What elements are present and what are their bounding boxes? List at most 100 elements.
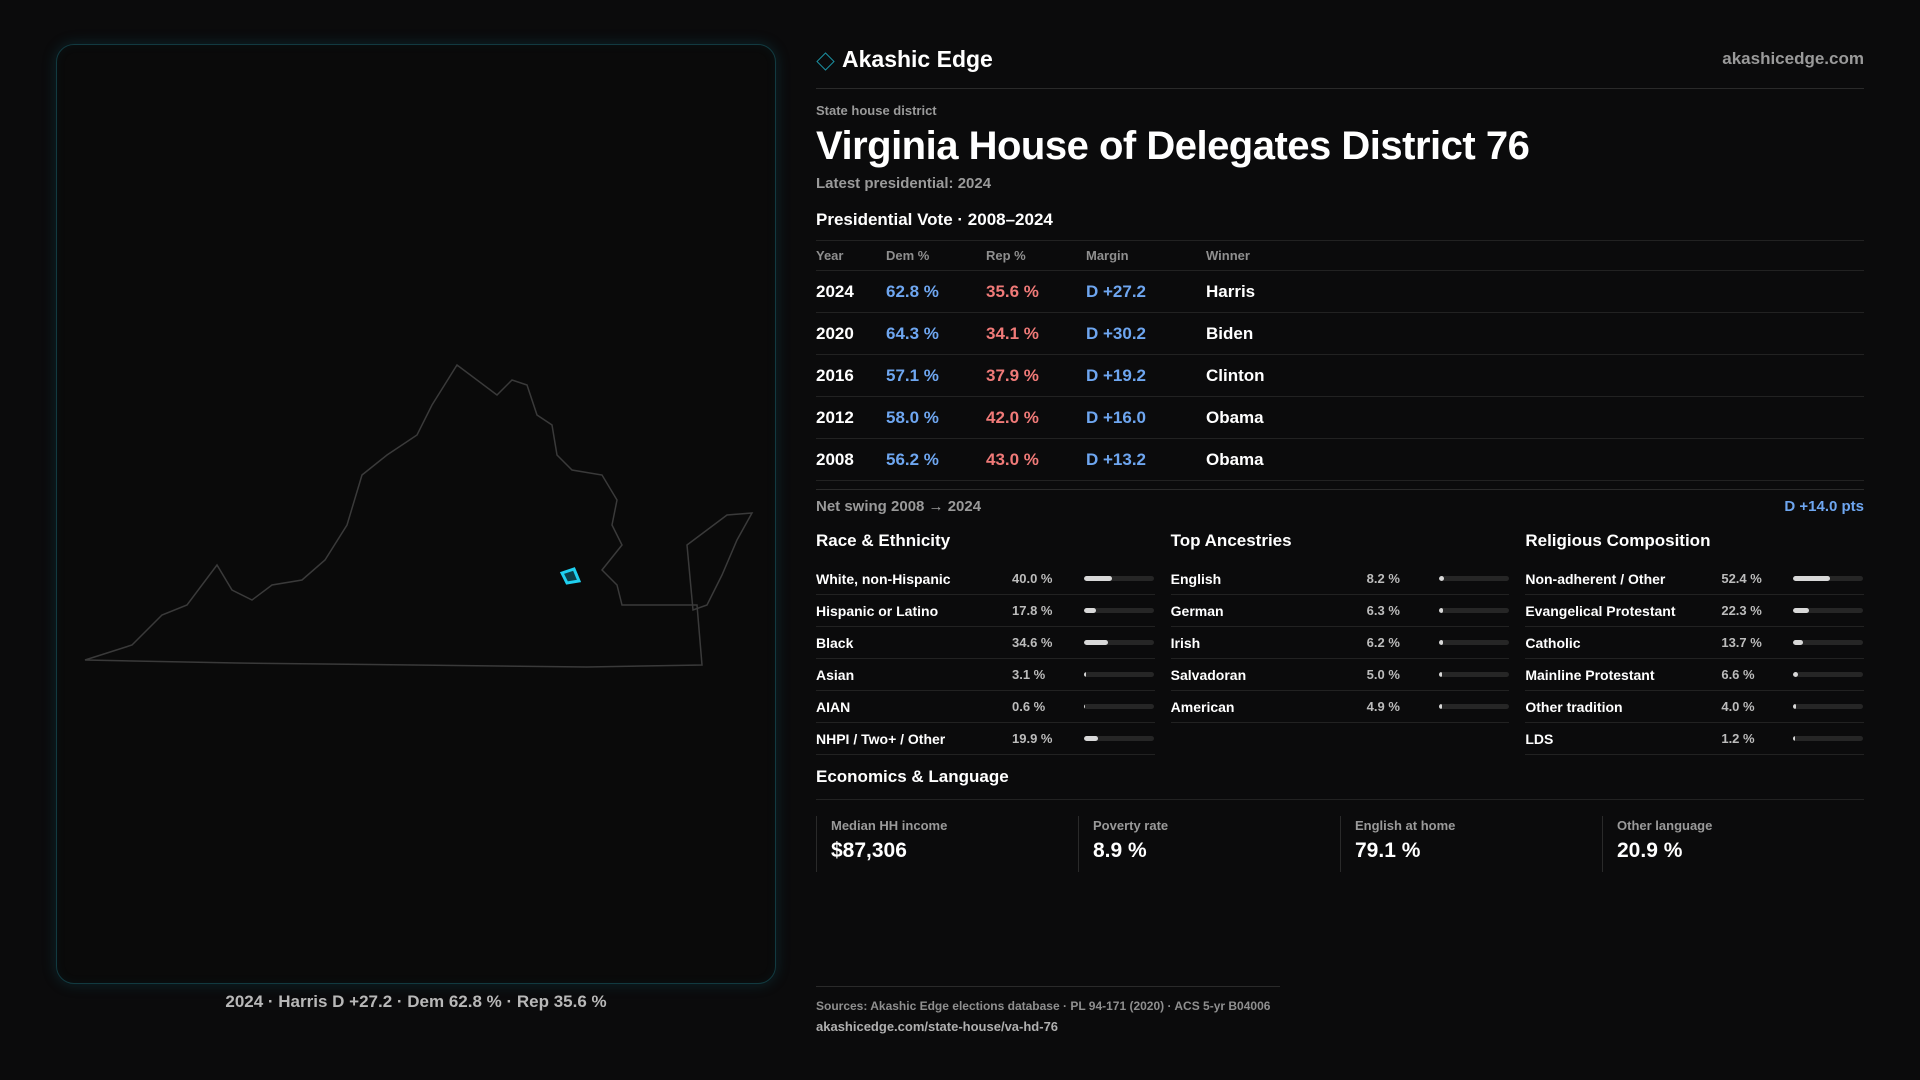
list-item: Asian 3.1 % (816, 659, 1155, 691)
demo-bar-fill (1438, 704, 1443, 709)
margin-cell: D +27.2 (1086, 270, 1206, 313)
demo-bar (1084, 672, 1154, 677)
stat-label: Other language (1617, 818, 1713, 833)
demo-label: American (1170, 698, 1235, 715)
margin-cell: D +13.2 (1086, 438, 1206, 481)
latest-presidential: Latest presidential: 2024 (816, 175, 992, 192)
margin-cell: D +16.0 (1086, 396, 1206, 439)
presidential-vote-table: Year Dem % Rep % Margin Winner 2024 62.8… (816, 240, 1864, 481)
demo-bar-fill (1084, 736, 1098, 741)
list-item: NHPI / Two+ / Other 19.9 % (816, 723, 1155, 755)
table-row: 2024 62.8 % 35.6 % D +27.2 Harris (816, 270, 1864, 313)
demo-bar (1793, 736, 1864, 741)
demo-bar-fill (1438, 672, 1443, 677)
demo-label: Irish (1170, 634, 1201, 651)
demographics-grid: Race & Ethnicity White, non-Hispanic 40.… (816, 531, 1865, 755)
demo-value: 0.6 % (1012, 699, 1046, 714)
footer-url-link[interactable]: akashicedge.com/state-house/va-hd-76 (816, 1019, 1059, 1034)
demo-bar (1793, 576, 1864, 581)
demo-label: Salvadoran (1170, 666, 1247, 683)
demo-bar (1438, 576, 1509, 581)
list-item: Evangelical Protestant 22.3 % (1525, 595, 1865, 627)
list-item: Irish 6.2 % (1170, 627, 1510, 659)
demo-label: AIAN (816, 698, 851, 715)
dem-cell: 58.0 % (886, 396, 986, 439)
rep-cell: 42.0 % (986, 396, 1086, 439)
brand: Akashic Edge (816, 46, 993, 73)
virginia-map (84, 363, 754, 668)
presidential-vote-title: Presidential Vote · 2008–2024 (816, 210, 1053, 229)
demo-label: Catholic (1525, 634, 1581, 651)
demo-bar (1084, 576, 1154, 581)
demo-value: 6.3 % (1366, 603, 1400, 618)
demo-value: 19.9 % (1012, 731, 1053, 746)
demo-bar-fill (1793, 608, 1809, 613)
demo-bar (1084, 640, 1154, 645)
district-info-panel: Akashic Edge akashicedge.com State house… (816, 44, 1865, 872)
header-divider (816, 88, 1864, 89)
demo-label: Hispanic or Latino (816, 602, 939, 619)
demo-label: English (1170, 570, 1222, 587)
list-item: American 4.9 % (1170, 691, 1510, 723)
net-swing-value: D +14.0 pts (1784, 498, 1864, 515)
demo-value: 17.8 % (1012, 603, 1053, 618)
header-rep: Rep % (986, 240, 1086, 271)
winner-cell: Harris (1206, 270, 1864, 313)
winner-cell: Biden (1206, 312, 1864, 355)
demo-label: Evangelical Protestant (1525, 602, 1676, 619)
map-caption: 2024 · Harris D +27.2 · Dem 62.8 % · Rep… (225, 992, 607, 1011)
religious-composition-column: Religious Composition Non-adherent / Oth… (1525, 531, 1865, 755)
table-header-row: Year Dem % Rep % Margin Winner (816, 240, 1864, 271)
header-year: Year (816, 240, 886, 271)
demo-value: 3.1 % (1012, 667, 1046, 682)
demo-label: White, non-Hispanic (816, 570, 951, 587)
district-76-highlight[interactable] (559, 567, 582, 585)
demo-bar (1084, 736, 1154, 741)
demo-bar-fill (1438, 640, 1443, 645)
margin-cell: D +19.2 (1086, 354, 1206, 397)
demo-bar (1438, 640, 1509, 645)
year-cell: 2020 (816, 312, 886, 355)
demo-label: LDS (1525, 730, 1554, 747)
demo-bar (1793, 640, 1864, 645)
demo-value: 40.0 % (1012, 571, 1053, 586)
top-ancestries-title: Top Ancestries (1170, 531, 1292, 550)
stat-value: $87,306 (831, 839, 907, 862)
demo-bar-fill (1084, 576, 1112, 581)
demo-value: 6.2 % (1366, 635, 1400, 650)
demo-label: Other tradition (1525, 698, 1623, 715)
list-item: LDS 1.2 % (1525, 723, 1865, 755)
dem-cell: 64.3 % (886, 312, 986, 355)
year-cell: 2016 (816, 354, 886, 397)
stat-value: 79.1 % (1355, 839, 1421, 862)
race-ethnicity-title: Race & Ethnicity (816, 531, 951, 550)
dem-cell: 56.2 % (886, 438, 986, 481)
demo-value: 13.7 % (1721, 635, 1762, 650)
winner-cell: Clinton (1206, 354, 1864, 397)
economics-cards: Median HH income $87,306 Poverty rate 8.… (816, 816, 1864, 872)
demo-value: 8.2 % (1366, 571, 1400, 586)
demo-bar (1084, 608, 1154, 613)
demo-label: German (1170, 602, 1224, 619)
stat-card-english: English at home 79.1 % (1340, 816, 1602, 872)
demo-bar-fill (1438, 608, 1444, 613)
demo-label: NHPI / Two+ / Other (816, 730, 946, 747)
margin-cell: D +30.2 (1086, 312, 1206, 355)
demo-bar-fill (1084, 608, 1097, 613)
dem-cell: 62.8 % (886, 270, 986, 313)
demo-value: 4.9 % (1366, 699, 1400, 714)
winner-cell: Obama (1206, 438, 1864, 481)
brand-url-link[interactable]: akashicedge.com (1722, 49, 1864, 68)
page-title: Virginia House of Delegates District 76 (816, 124, 1530, 168)
winner-cell: Obama (1206, 396, 1864, 439)
stat-label: Poverty rate (1093, 818, 1169, 833)
table-row: 2020 64.3 % 34.1 % D +30.2 Biden (816, 312, 1864, 355)
list-item: German 6.3 % (1170, 595, 1510, 627)
header-dem: Dem % (886, 240, 986, 271)
rep-cell: 34.1 % (986, 312, 1086, 355)
demo-value: 1.2 % (1721, 731, 1755, 746)
sources-text: Sources: Akashic Edge elections database… (816, 999, 1271, 1013)
list-item: Black 34.6 % (816, 627, 1155, 659)
demo-label: Black (816, 634, 854, 651)
list-item: Salvadoran 5.0 % (1170, 659, 1510, 691)
